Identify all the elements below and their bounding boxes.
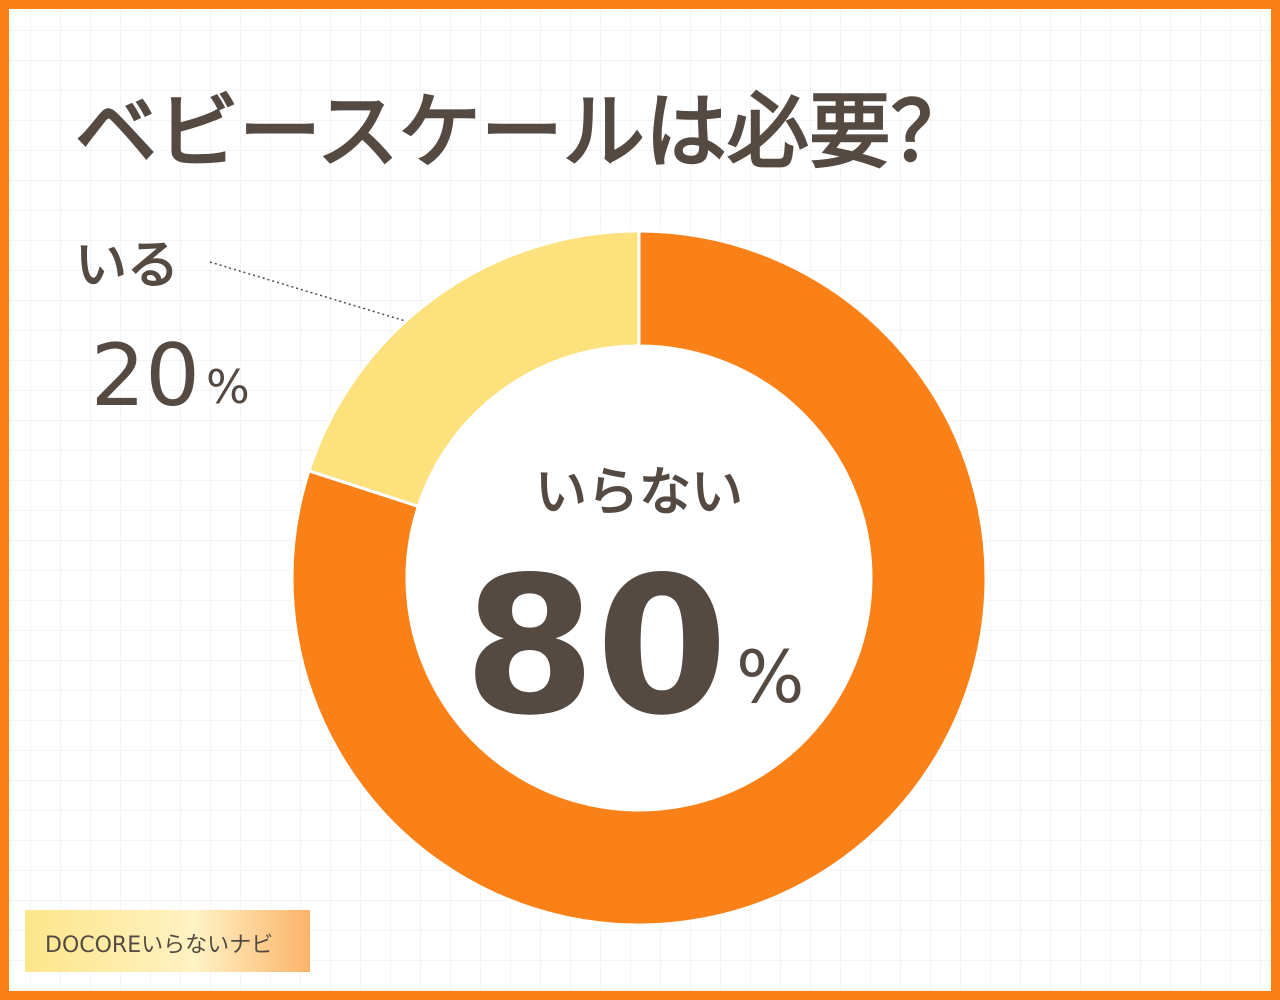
watermark-box — [25, 910, 310, 972]
leader-line — [209, 261, 413, 324]
unit-label: % — [206, 360, 250, 414]
value-label: 20 — [91, 326, 200, 426]
donut-hole — [408, 347, 870, 809]
category-label: いらない — [535, 463, 743, 523]
watermark: DOCOREいらないナビ — [45, 933, 273, 958]
donut — [290, 229, 988, 927]
value-label: 80 — [464, 536, 728, 757]
donut-slice — [307, 229, 641, 509]
donut-slice — [290, 229, 988, 927]
chart-title: ベビースケールは必要？ — [75, 85, 973, 180]
category-label: いる — [75, 236, 179, 296]
unit-label: % — [736, 635, 804, 719]
